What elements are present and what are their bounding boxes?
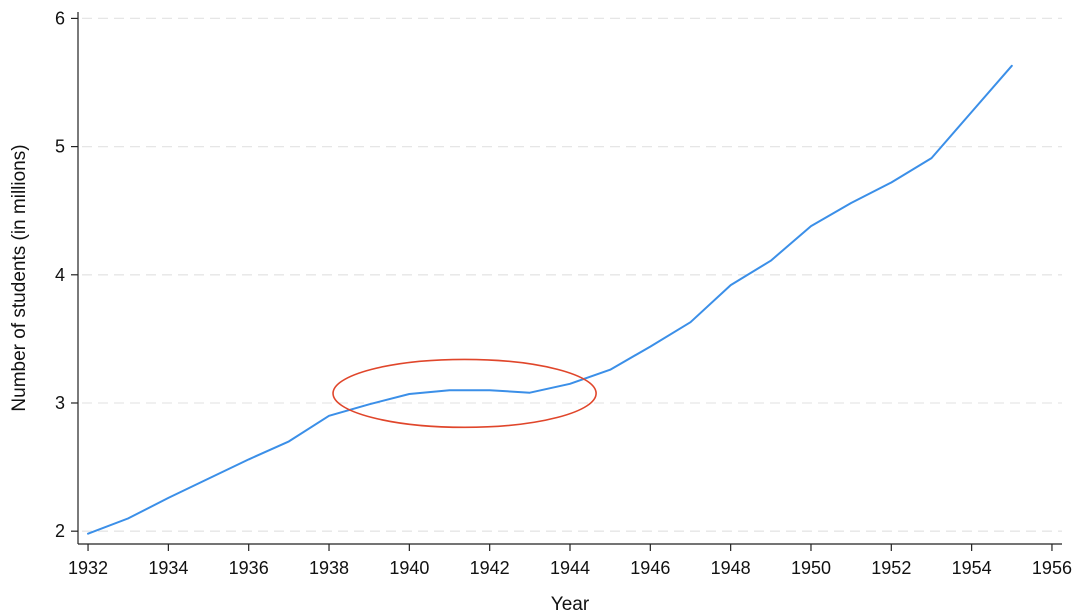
x-tick-label-1936: 1936	[229, 558, 269, 578]
x-tick-label-1934: 1934	[148, 558, 188, 578]
gridlines	[82, 17, 1062, 532]
y-tick-label-4: 4	[55, 265, 65, 285]
x-axis-title: Year	[551, 594, 590, 615]
y-axis-title: Number of students (in millions)	[9, 144, 30, 411]
x-tick-label-1940: 1940	[389, 558, 429, 578]
x-tick-label-1952: 1952	[871, 558, 911, 578]
y-tick-label-2: 2	[55, 521, 65, 541]
x-tick-label-1942: 1942	[470, 558, 510, 578]
x-tick-label-1954: 1954	[952, 558, 992, 578]
x-tick-label-1956: 1956	[1032, 558, 1072, 578]
y-tick-label-3: 3	[55, 393, 65, 413]
y-axis-ticks: 2 3 4 5 6	[55, 8, 78, 541]
highlight-ellipse-0	[332, 358, 597, 429]
series	[87, 64, 1013, 535]
x-tick-label-1944: 1944	[550, 558, 590, 578]
x-axis-ticks: 1932 1934 1936 1938 1940 1942 1944 1946 1948 1950…	[68, 544, 1072, 578]
annotations	[332, 358, 597, 429]
x-tick-label-1938: 1938	[309, 558, 349, 578]
x-tick-label-1948: 1948	[711, 558, 751, 578]
y-tick-label-5: 5	[55, 137, 65, 157]
series-line-0	[87, 64, 1013, 535]
axes	[77, 12, 1062, 545]
x-tick-label-1950: 1950	[791, 558, 831, 578]
x-tick-label-1946: 1946	[630, 558, 670, 578]
x-tick-label-1932: 1932	[68, 558, 108, 578]
y-tick-label-6: 6	[55, 8, 65, 28]
